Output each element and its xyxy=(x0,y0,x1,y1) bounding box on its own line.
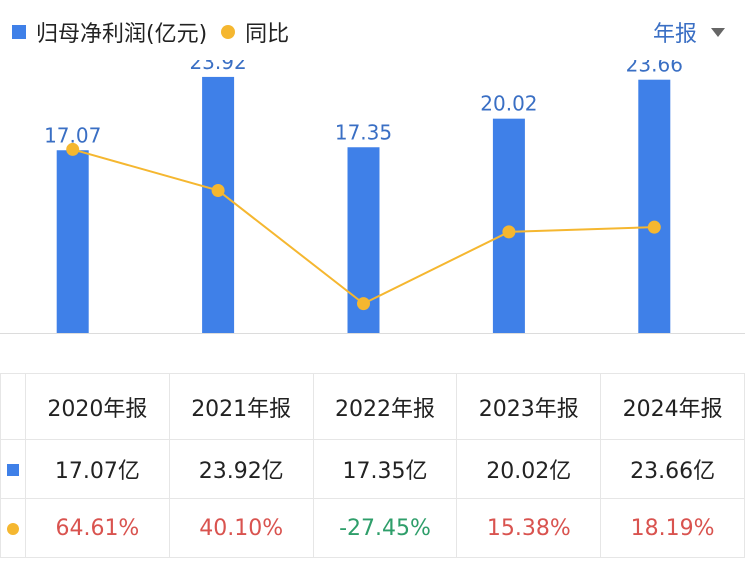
table-cell: 23.66亿 xyxy=(600,439,745,499)
table-header-row: 2020年报 2021年报 2022年报 2023年报 2024年报 xyxy=(0,373,745,440)
caret-down-icon xyxy=(711,27,725,37)
bar-2020年报 xyxy=(56,150,89,333)
table-cell: 40.10% xyxy=(168,498,314,558)
table-row-net-profit: 17.07亿 23.92亿 17.35亿 20.02亿 23.66亿 xyxy=(0,439,745,499)
yoy-point-2023年报 xyxy=(502,225,516,239)
legend-item-yoy[interactable]: 同比 xyxy=(221,16,289,48)
table-cell: 17.35亿 xyxy=(312,439,458,499)
table-header-cell: 2024年报 xyxy=(600,373,745,440)
dot-marker-icon xyxy=(7,522,19,535)
table-cell: 64.61% xyxy=(25,498,170,558)
table-cell: 20.02亿 xyxy=(456,439,602,499)
yoy-marker-cell xyxy=(0,498,26,558)
table-row-yoy: 64.61% 40.10% -27.45% 15.38% 18.19% xyxy=(0,498,745,558)
net-profit-marker-cell xyxy=(0,439,26,499)
yoy-point-2021年报 xyxy=(211,183,225,197)
combo-chart: 17.07 23.92 17.35 20.02 23.66 xyxy=(0,60,745,334)
table-cell: 15.38% xyxy=(456,498,602,558)
table-cell: 18.19% xyxy=(600,498,745,558)
table-corner-cell xyxy=(0,373,26,440)
table-cell: -27.45% xyxy=(312,498,458,558)
bar-legend-swatch xyxy=(12,25,26,39)
bar-value-label: 17.35 xyxy=(335,120,392,144)
bar-value-label: 23.66 xyxy=(626,60,683,77)
table-header-cell: 2022年报 xyxy=(312,373,458,440)
period-select-dropdown[interactable]: 年报 xyxy=(653,14,725,50)
bar-value-label: 20.02 xyxy=(480,92,537,116)
yoy-point-2022年报 xyxy=(357,297,370,311)
table-cell: 23.92亿 xyxy=(168,439,314,499)
chart-legend: 归母净利润(亿元) 同比 xyxy=(0,14,303,50)
legend-item-net-profit[interactable]: 归母净利润(亿元) xyxy=(0,16,207,48)
yoy-point-2020年报 xyxy=(66,142,80,156)
period-select-label: 年报 xyxy=(652,22,697,47)
bar-value-label: 17.07 xyxy=(44,123,101,147)
table-header-cell: 2021年报 xyxy=(168,373,314,440)
bar-2021年报 xyxy=(202,76,235,334)
bar-2024年报 xyxy=(638,79,671,333)
data-table: 2020年报 2021年报 2022年报 2023年报 2024年报 17.07… xyxy=(0,373,745,558)
bar-marker-icon xyxy=(7,463,19,476)
bar-value-label: 23.92 xyxy=(189,60,246,74)
table-header-cell: 2023年报 xyxy=(456,373,602,440)
table-header-cell: 2020年报 xyxy=(25,373,170,440)
line-legend-swatch xyxy=(221,25,236,39)
legend-label-net-profit: 归母净利润(亿元) xyxy=(36,22,208,47)
table-cell: 17.07亿 xyxy=(25,439,170,499)
yoy-point-2024年报 xyxy=(647,220,661,234)
legend-label-yoy: 同比 xyxy=(245,22,290,47)
